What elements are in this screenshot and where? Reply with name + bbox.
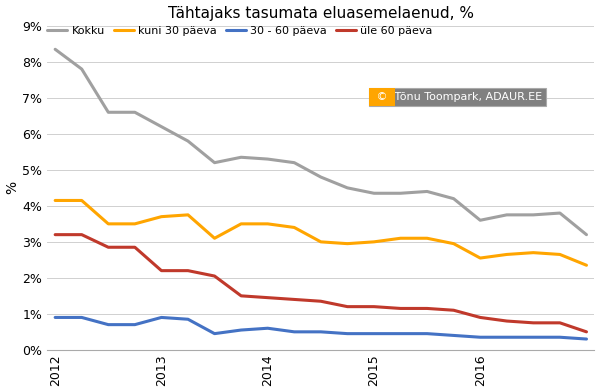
kuni 30 päeva: [476, 256, 484, 260]
30 - 60 päeva: [450, 333, 457, 338]
Text: ©: ©: [373, 92, 391, 102]
kuni 30 päeva: [344, 241, 351, 246]
30 - 60 päeva: [370, 331, 377, 336]
Kokku: [397, 191, 404, 196]
üle 60 päeva: [238, 294, 245, 298]
üle 60 päeva: [424, 306, 431, 311]
kuni 30 päeva: [158, 214, 165, 219]
30 - 60 päeva: [104, 322, 112, 327]
üle 60 päeva: [583, 330, 590, 334]
kuni 30 päeva: [211, 236, 218, 241]
üle 60 päeva: [397, 306, 404, 311]
kuni 30 päeva: [264, 221, 271, 226]
Text: ©  Tõnu Toompark, ADAUR.EE: © Tõnu Toompark, ADAUR.EE: [373, 92, 542, 102]
Y-axis label: %: %: [5, 181, 20, 194]
üle 60 päeva: [52, 232, 59, 237]
Legend: Kokku, kuni 30 päeva, 30 - 60 päeva, üle 60 päeva: Kokku, kuni 30 päeva, 30 - 60 päeva, üle…: [47, 26, 433, 36]
Kokku: [211, 160, 218, 165]
üle 60 päeva: [317, 299, 325, 303]
kuni 30 päeva: [424, 236, 431, 241]
Kokku: [78, 67, 85, 71]
Title: Tähtajaks tasumata eluasemelaenud, %: Tähtajaks tasumata eluasemelaenud, %: [168, 5, 474, 20]
kuni 30 päeva: [317, 240, 325, 244]
30 - 60 päeva: [52, 315, 59, 320]
30 - 60 päeva: [397, 331, 404, 336]
30 - 60 päeva: [158, 315, 165, 320]
kuni 30 päeva: [52, 198, 59, 203]
kuni 30 päeva: [290, 225, 298, 230]
Kokku: [370, 191, 377, 196]
30 - 60 päeva: [264, 326, 271, 330]
Line: üle 60 päeva: üle 60 päeva: [55, 235, 586, 332]
üle 60 päeva: [476, 315, 484, 320]
30 - 60 päeva: [344, 331, 351, 336]
30 - 60 päeva: [238, 328, 245, 332]
kuni 30 päeva: [556, 252, 563, 257]
Kokku: [131, 110, 139, 114]
30 - 60 päeva: [131, 322, 139, 327]
kuni 30 päeva: [238, 221, 245, 226]
kuni 30 päeva: [78, 198, 85, 203]
Kokku: [52, 47, 59, 52]
üle 60 päeva: [264, 295, 271, 300]
üle 60 päeva: [184, 268, 191, 273]
Line: kuni 30 päeva: kuni 30 päeva: [55, 200, 586, 265]
üle 60 päeva: [450, 308, 457, 312]
Kokku: [290, 160, 298, 165]
üle 60 päeva: [211, 274, 218, 278]
kuni 30 päeva: [450, 241, 457, 246]
üle 60 päeva: [131, 245, 139, 250]
Kokku: [583, 232, 590, 237]
30 - 60 päeva: [211, 331, 218, 336]
Line: Kokku: Kokku: [55, 49, 586, 235]
üle 60 päeva: [503, 319, 511, 323]
30 - 60 päeva: [184, 317, 191, 321]
Kokku: [264, 157, 271, 162]
üle 60 päeva: [78, 232, 85, 237]
Kokku: [317, 175, 325, 180]
Kokku: [556, 211, 563, 216]
30 - 60 päeva: [530, 335, 537, 339]
30 - 60 päeva: [290, 330, 298, 334]
30 - 60 päeva: [583, 337, 590, 341]
üle 60 päeva: [370, 304, 377, 309]
kuni 30 päeva: [397, 236, 404, 241]
Kokku: [476, 218, 484, 223]
kuni 30 päeva: [503, 252, 511, 257]
üle 60 päeva: [290, 297, 298, 302]
Kokku: [104, 110, 112, 114]
kuni 30 päeva: [131, 221, 139, 226]
üle 60 päeva: [104, 245, 112, 250]
Kokku: [530, 212, 537, 217]
kuni 30 päeva: [104, 221, 112, 226]
kuni 30 päeva: [184, 212, 191, 217]
üle 60 päeva: [530, 321, 537, 325]
30 - 60 päeva: [78, 315, 85, 320]
üle 60 päeva: [556, 321, 563, 325]
kuni 30 päeva: [583, 263, 590, 268]
Kokku: [450, 196, 457, 201]
30 - 60 päeva: [424, 331, 431, 336]
kuni 30 päeva: [370, 240, 377, 244]
üle 60 päeva: [344, 304, 351, 309]
Kokku: [238, 155, 245, 160]
Kokku: [503, 212, 511, 217]
Kokku: [158, 124, 165, 129]
30 - 60 päeva: [503, 335, 511, 339]
Kokku: [344, 185, 351, 190]
Line: 30 - 60 päeva: 30 - 60 päeva: [55, 318, 586, 339]
Kokku: [184, 139, 191, 143]
30 - 60 päeva: [317, 330, 325, 334]
Kokku: [424, 189, 431, 194]
30 - 60 päeva: [476, 335, 484, 339]
30 - 60 päeva: [556, 335, 563, 339]
kuni 30 päeva: [530, 250, 537, 255]
üle 60 päeva: [158, 268, 165, 273]
